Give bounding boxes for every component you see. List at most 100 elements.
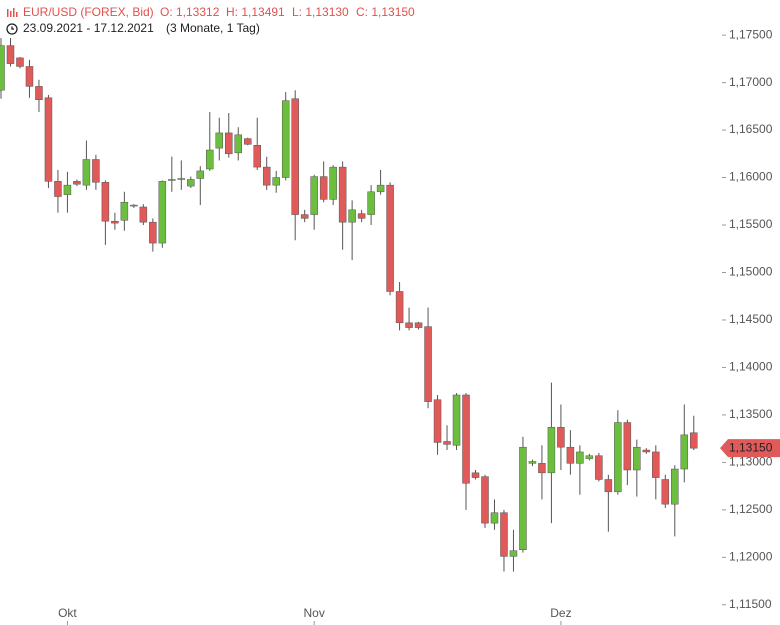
candle-body [196,170,205,179]
y-tick-label: 1,14000 [729,360,773,374]
candle-body [490,512,499,524]
candle-body [16,57,24,67]
y-tick-label: 1,16500 [729,122,773,136]
candle-body [671,468,679,505]
candle-body [509,550,518,557]
candle-body [642,449,651,453]
y-tick-label: 1,12000 [729,550,773,564]
candle-body [661,479,670,505]
candle-body [139,206,148,223]
candle-body [566,446,575,464]
candle-body [6,45,15,64]
candle-body [433,399,442,443]
candle-body [452,394,461,446]
candle-body [424,326,432,402]
candle-body [547,427,556,474]
candle-body [680,434,689,470]
candle-body [595,455,603,480]
candle-body [158,181,167,244]
candle-body [538,463,546,474]
candle-body [576,451,584,464]
candle-body [405,322,413,328]
candle-body [338,166,347,223]
candle-body [414,322,423,328]
candle-body [690,432,698,449]
candle-body [0,45,5,91]
candle-body [329,166,337,200]
x-tick-label: Nov [303,606,324,620]
candle-body [281,100,290,178]
candle-body [652,451,660,478]
y-tick-label: 1,17000 [729,75,773,89]
candle-body [168,179,176,181]
y-tick-label: 1,12500 [729,502,773,516]
candle-body [25,66,34,87]
candle-body [614,422,622,493]
candle-body [206,149,214,170]
candle-body [120,201,129,221]
candle-body [253,145,261,168]
ohlc-open: O: 1,13312 [160,5,220,19]
candle-body [481,476,489,524]
y-tick-label: 1,16000 [729,170,773,184]
candle-body [54,181,62,197]
period: (3 Monate, 1 Tag) [166,21,260,35]
y-tick-label: 1,13000 [729,455,773,469]
candles [0,37,698,572]
candle-body [633,446,641,471]
candle-body [262,166,271,186]
candle-body [348,209,356,223]
candle-body [82,159,91,186]
candle-body [111,220,119,224]
candle-body [92,159,100,183]
y-tick-label: 1,15000 [729,265,773,279]
candle-body [44,97,53,182]
candle-body [310,176,318,215]
candle-body [367,191,375,215]
date-range: 23.09.2021 - 17.12.2021 [23,21,154,35]
candle-body [272,177,280,186]
y-tick-label: 1,17500 [729,27,773,41]
last-price-tag [720,439,780,458]
candle-body [500,512,508,557]
x-tick-label: Okt [58,606,77,620]
candle-body [225,132,233,155]
chart-icon [7,8,18,17]
candle-body [357,213,366,219]
candle-body [471,472,480,478]
candle-body [300,214,309,219]
candle-body [376,184,385,193]
candle-body [234,134,242,154]
y-tick-label: 1,15500 [729,217,773,231]
candle-body [35,86,43,100]
candle-body [215,132,224,149]
candle-body [386,184,394,292]
candle-body [177,178,186,180]
candle-body [149,221,157,244]
candle-body [557,427,565,448]
candle-body [187,179,195,187]
candle-body [395,291,404,324]
candle-body [73,181,81,185]
instrument: EUR/USD (FOREX, Bid) [23,5,154,19]
x-tick-label: Dez [550,606,571,620]
candle-body [443,441,451,445]
y-tick-label: 1,11500 [729,597,772,611]
ohlc-close: C: 1,13150 [356,5,415,19]
y-tick-label: 1,13500 [729,407,773,421]
ohlc-low: L: 1,13130 [292,5,349,19]
candle-body [604,479,613,493]
candle-body [291,98,299,215]
last-price-label: 1,13150 [729,440,773,454]
candle-body [519,446,527,550]
clock-icon [6,23,18,35]
candle-body [585,455,594,459]
candle-body [63,184,72,195]
y-tick-label: 1,14500 [729,312,773,326]
candle-body [319,176,328,200]
candle-body [623,422,632,471]
ohlc-high: H: 1,13491 [226,5,285,19]
candle-body [243,138,252,145]
candle-body [462,394,470,484]
